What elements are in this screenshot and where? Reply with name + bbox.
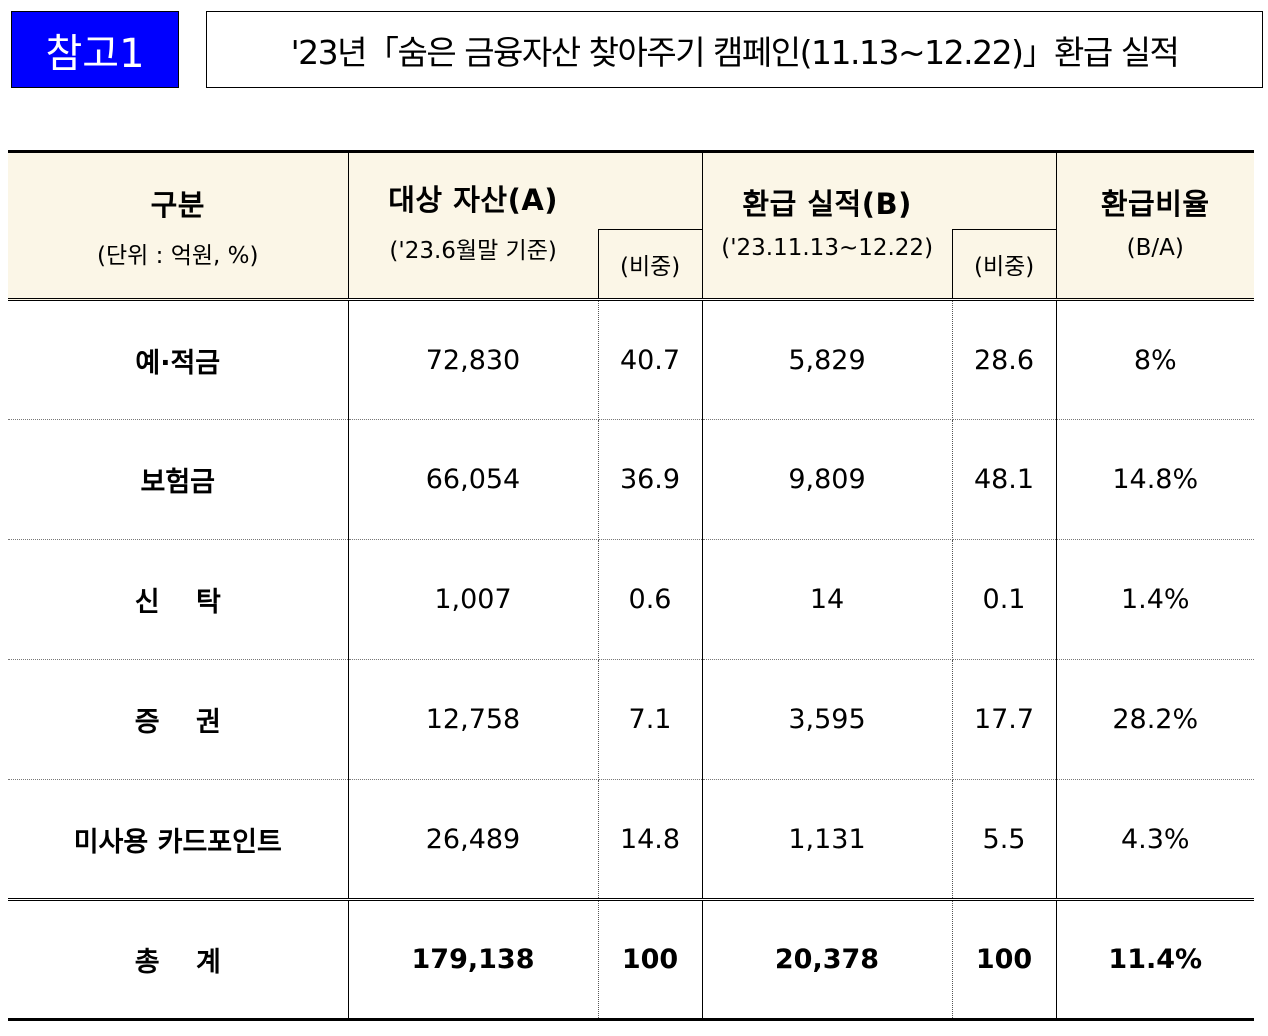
header-unit: (단위 : 억원, %) [97,242,259,269]
header-refund: 환급 실적(B) ('23.11.13~12.22) (비중) [702,150,1057,301]
row-refund: 3,595 [702,659,953,780]
row-assets-share: 40.7 [598,299,703,420]
row-ratio: 1.4% [1056,539,1254,660]
total-category: 총 계 [8,898,349,1021]
row-refund: 14 [702,539,953,660]
header-refund-share: (비중) [951,229,1056,298]
row-category: 증 권 [8,659,349,780]
row-refund: 1,131 [702,779,953,900]
header-ratio-formula: (B/A) [1126,234,1184,261]
header-ratio-label: 환급비율 [1100,186,1210,221]
header-assets-basis: ('23.6월말 기준) [389,237,557,264]
header-ratio: 환급비율 (B/A) [1056,150,1254,301]
header-assets-share: (비중) [597,229,702,298]
row-refund-share: 28.6 [952,299,1057,420]
table-row: 예·적금 72,830 40.7 5,829 28.6 8% [8,299,1254,420]
total-assets: 179,138 [348,898,599,1021]
header-assets-label: 대상 자산(A) [388,182,559,217]
row-refund-share: 17.7 [952,659,1057,780]
row-ratio: 4.3% [1120,823,1190,855]
row-category: 신 탁 [8,539,349,660]
row-refund-share: 0.1 [952,539,1057,660]
row-refund-share: 5.5 [952,779,1057,900]
total-row: 총 계 179,138 100 20,378 100 11.4% [8,898,1254,1021]
row-ratio: 8% [1056,299,1254,420]
header-refund-period: ('23.11.13~12.22) [721,234,934,261]
total-assets-share: 100 [598,898,703,1021]
header-category-label: 구분 [150,187,205,222]
row-assets-share: 36.9 [598,419,703,540]
row-refund: 9,809 [702,419,953,540]
row-assets: 72,830 [348,299,599,420]
row-assets-share: 0.6 [598,539,703,660]
header-refund-label: 환급 실적(B) [742,186,912,221]
row-ratio: 28.2% [1056,659,1254,780]
row-assets: 66,054 [348,419,599,540]
total-refund-share: 100 [952,898,1057,1021]
page-title: '23년「숨은 금융자산 찾아주기 캠페인(11.13~12.22)」환급 실적 [206,11,1263,88]
header-row: 구분 (단위 : 억원, %) 대상 자산(A) ('23.6월말 기준) (비… [8,150,1254,301]
row-assets: 26,489 [348,779,599,900]
row-category: 예·적금 [8,299,349,420]
total-refund: 20,378 [702,898,953,1021]
table-row: 보험금 66,054 36.9 9,809 48.1 14.8% [8,419,1254,540]
refund-results-table: 구분 (단위 : 억원, %) 대상 자산(A) ('23.6월말 기준) (비… [8,150,1254,1021]
row-ratio: 14.8% [1056,419,1254,540]
table-row: 미사용 카드포인트 26,489 14.8 1,131 5.5 4.3% [8,779,1254,900]
row-category: 미사용 카드포인트 [8,779,349,900]
total-ratio: 11.4% [1056,898,1254,1021]
row-assets-share: 7.1 [598,659,703,780]
row-assets: 1,007 [348,539,599,660]
header-assets: 대상 자산(A) ('23.6월말 기준) (비중) [348,150,703,301]
row-assets-share: 14.8 [598,779,703,900]
reference-badge: 참고1 [11,11,179,88]
row-assets: 12,758 [348,659,599,780]
row-category: 보험금 [8,419,349,540]
table-row: 증 권 12,758 7.1 3,595 17.7 28.2% [8,659,1254,780]
row-refund: 5,829 [702,299,953,420]
table-row: 신 탁 1,007 0.6 14 0.1 1.4% [8,539,1254,660]
header-category: 구분 (단위 : 억원, %) [8,150,349,301]
row-refund-share: 48.1 [952,419,1057,540]
